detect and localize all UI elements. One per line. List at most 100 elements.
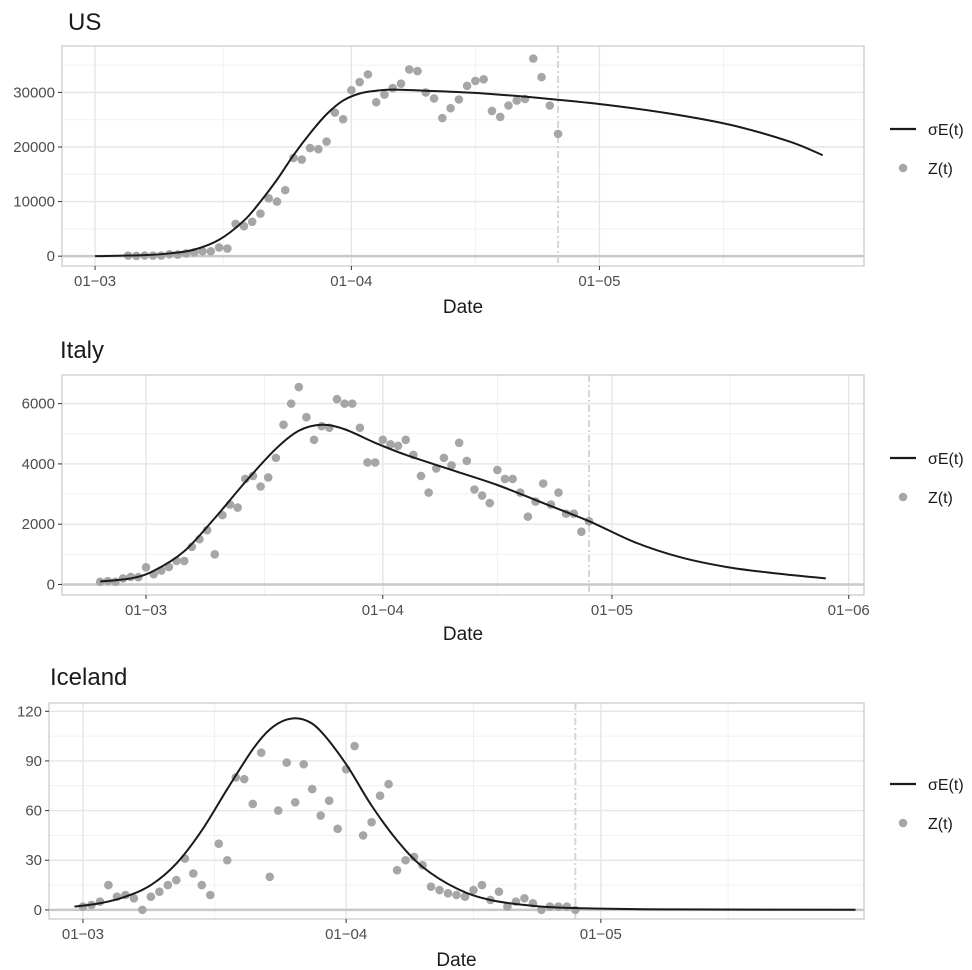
z-point: [462, 456, 472, 466]
z-point: [393, 441, 403, 451]
z-point: [198, 246, 207, 256]
z-point: [500, 474, 510, 484]
z-point: [363, 458, 372, 467]
z-point: [471, 76, 480, 86]
z-point: [299, 759, 308, 769]
z-point: [439, 453, 449, 463]
z-point: [317, 421, 326, 431]
y-tick-label: 30: [25, 852, 42, 869]
z-point: [322, 137, 331, 146]
z-point: [392, 865, 402, 875]
y-tick-label: 6000: [22, 396, 55, 413]
sigma-e-line: [100, 423, 826, 583]
z-point: [347, 85, 356, 95]
z-point: [286, 399, 296, 408]
z-point: [504, 101, 513, 110]
z-point: [477, 491, 487, 500]
z-point: [508, 474, 517, 484]
x-tick-label: 01−05: [578, 273, 620, 290]
x-tick-label: 01−04: [330, 273, 372, 290]
x-axis-label: Date: [436, 950, 476, 970]
z-point: [350, 741, 359, 751]
z-point: [271, 453, 281, 463]
panel-iceland: 01−03 01−04 01−05 0 30 60 90 120 Iceland Date σE(t…: [17, 664, 964, 970]
z-point: [263, 473, 273, 482]
z-point: [421, 88, 431, 97]
z-point: [562, 902, 572, 911]
z-point: [454, 95, 464, 104]
x-tick-label: 01−04: [325, 926, 367, 943]
z-point: [197, 880, 207, 890]
z-point: [333, 824, 342, 834]
z-point: [494, 887, 504, 896]
z-point: [470, 485, 479, 494]
z-point: [294, 382, 304, 392]
z-point: [462, 81, 472, 91]
z-point: [355, 77, 364, 87]
legend-label-z: Z(t): [928, 816, 953, 833]
z-point: [435, 885, 444, 895]
z-point: [503, 902, 512, 911]
z-point: [264, 194, 274, 203]
z-point: [222, 855, 232, 865]
z-point: [155, 887, 164, 896]
z-point: [429, 94, 439, 103]
z-point: [179, 556, 189, 566]
z-point: [314, 144, 323, 154]
z-point: [156, 251, 166, 260]
z-point: [297, 155, 307, 164]
y-tick-label: 10000: [13, 194, 55, 211]
y-tick-label: 30000: [13, 84, 55, 101]
z-point: [248, 799, 258, 809]
z-point: [332, 394, 342, 404]
z-point: [460, 892, 470, 901]
x-tick-label: 01−03: [62, 926, 104, 943]
z-point: [386, 440, 395, 449]
y-tick-label: 0: [47, 576, 55, 593]
legend-point-key: [898, 163, 908, 173]
z-point: [367, 817, 376, 827]
z-point: [358, 831, 368, 840]
z-point: [289, 153, 298, 163]
z-point: [388, 83, 398, 93]
panel-italy: 01−03 01−04 01−05 01−06 0 2000 4000 6000 Italy Da…: [22, 337, 964, 645]
panel-title: US: [68, 9, 101, 36]
z-point: [523, 512, 533, 521]
z-point: [206, 246, 216, 256]
x-tick-label: 01−03: [125, 602, 167, 619]
z-point: [282, 758, 292, 767]
z-point: [413, 66, 422, 76]
z-point: [324, 796, 334, 805]
z-point: [409, 852, 419, 862]
z-point: [426, 882, 436, 892]
z-point: [309, 435, 319, 445]
z-point: [280, 185, 290, 195]
legend-label-sigma-e: σE(t): [928, 451, 964, 468]
z-point: [138, 905, 147, 915]
z-point: [404, 65, 414, 74]
z-point: [528, 54, 538, 63]
y-tick-label: 0: [34, 902, 42, 919]
z-point: [493, 465, 502, 475]
z-point: [384, 779, 393, 789]
z-point: [214, 839, 224, 848]
z-point: [239, 774, 249, 784]
z-point: [355, 423, 365, 433]
legend-label-sigma-e: σE(t): [928, 777, 964, 794]
z-point: [146, 892, 156, 901]
z-point: [340, 399, 349, 408]
x-tick-label: 01−05: [591, 602, 633, 619]
x-tick-label: 01−05: [580, 926, 622, 943]
z-point: [378, 435, 388, 445]
z-point: [401, 855, 410, 865]
z-point: [95, 577, 105, 587]
z-point: [307, 784, 317, 794]
z-point: [129, 894, 139, 903]
z-point: [214, 243, 224, 252]
z-point: [479, 75, 488, 84]
sigma-e-line: [74, 717, 856, 911]
z-point: [210, 550, 220, 559]
y-tick-label: 20000: [13, 139, 55, 156]
z-point: [241, 474, 250, 484]
